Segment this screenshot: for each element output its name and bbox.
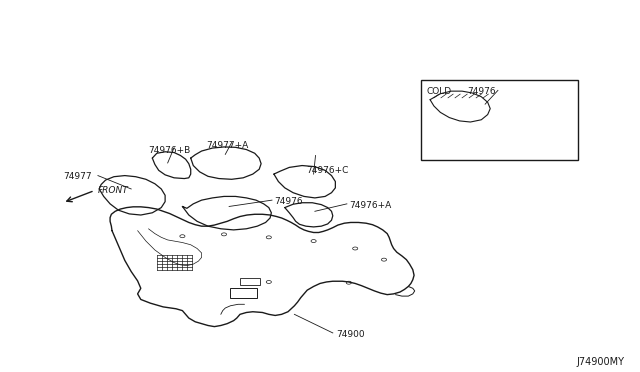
- Bar: [230, 288, 257, 298]
- Text: 74900: 74900: [336, 330, 365, 339]
- Text: 74976: 74976: [467, 87, 496, 96]
- Bar: [421, 80, 578, 160]
- Text: FRONT: FRONT: [97, 186, 128, 195]
- Bar: [240, 278, 260, 285]
- Text: 74976+B: 74976+B: [148, 146, 191, 155]
- Text: 74977: 74977: [63, 172, 92, 181]
- Text: 74976+C: 74976+C: [306, 166, 348, 175]
- Text: COLD: COLD: [426, 87, 451, 96]
- Text: J74900MY: J74900MY: [576, 357, 624, 367]
- Text: 74976: 74976: [274, 197, 303, 206]
- Text: 74977+A: 74977+A: [206, 141, 248, 150]
- Text: 74976+A: 74976+A: [349, 201, 391, 210]
